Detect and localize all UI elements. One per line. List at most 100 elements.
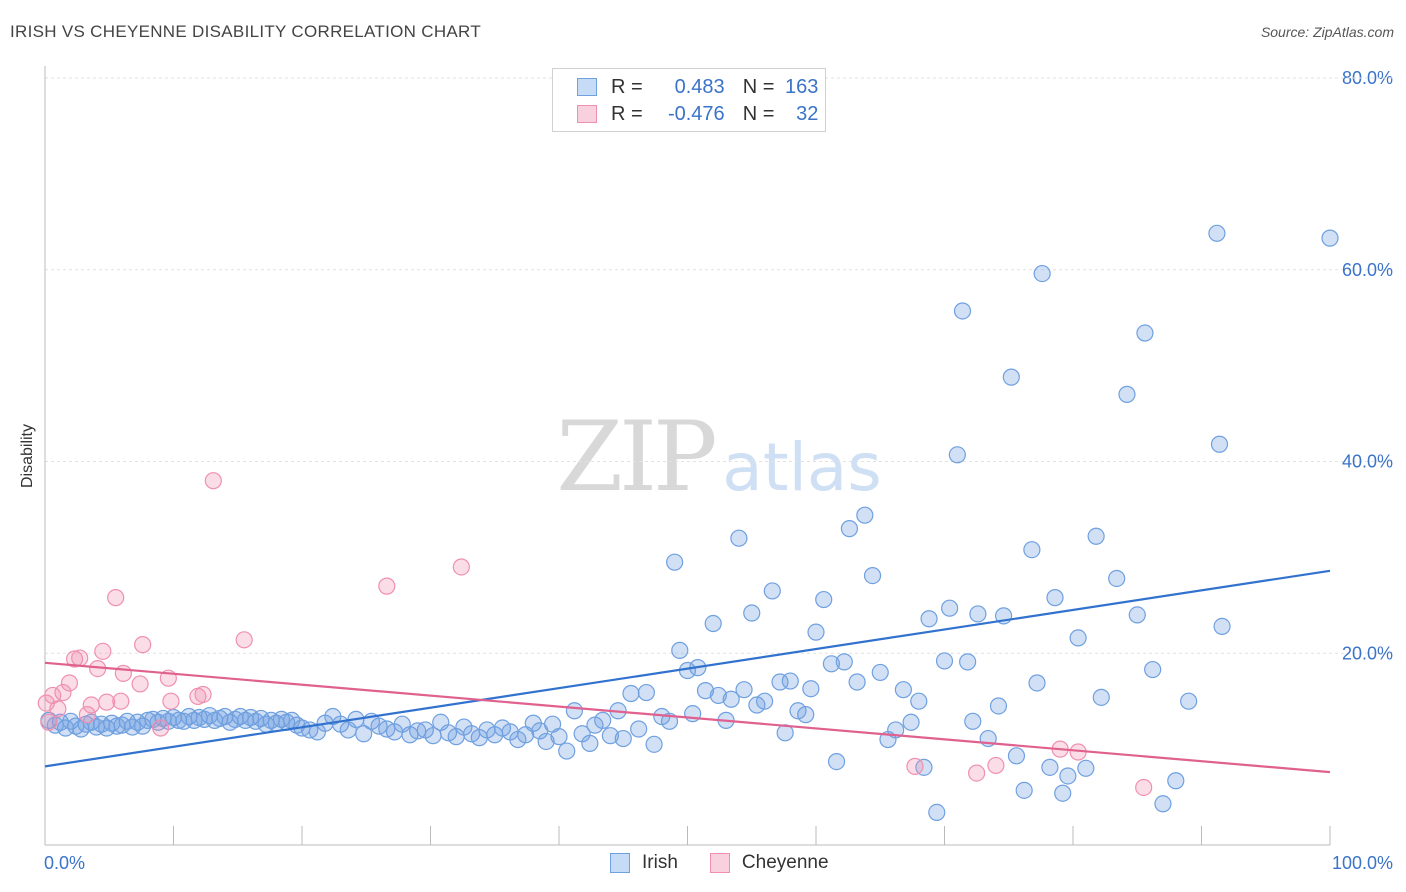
- irish-point: [722, 690, 740, 708]
- series-legend: Irish Cheyenne: [610, 852, 861, 874]
- legend-n-value: 163: [785, 75, 819, 98]
- irish-point: [902, 713, 920, 731]
- irish-point: [666, 553, 684, 571]
- cheyenne-point: [40, 713, 58, 731]
- irish-point: [989, 697, 1008, 715]
- cheyenne-point: [60, 674, 79, 692]
- cheyenne-point: [987, 756, 1005, 775]
- irish-point: [894, 681, 912, 699]
- cheyenne-point: [98, 693, 116, 711]
- irish-point: [439, 724, 458, 742]
- irish-point: [622, 684, 640, 703]
- irish-point: [565, 702, 584, 720]
- irish-point: [815, 590, 833, 609]
- irish-point: [594, 711, 612, 729]
- irish-point: [871, 663, 889, 682]
- irish-point: [856, 506, 874, 524]
- irish-point: [807, 623, 825, 641]
- irish-point: [355, 725, 373, 743]
- legend-item-irish: Irish: [610, 852, 678, 874]
- irish-point: [1054, 784, 1072, 802]
- legend-item-cheyenne: Cheyenne: [709, 852, 829, 874]
- irish-point: [581, 734, 599, 752]
- irish-trend-line: [44, 569, 1331, 768]
- irish-point: [1028, 674, 1046, 692]
- irish-point: [550, 728, 568, 746]
- cheyenne-legend-label: Cheyenne: [741, 852, 829, 873]
- irish-point: [704, 614, 722, 633]
- irish-point: [1154, 795, 1172, 813]
- irish-legend-label: Irish: [642, 852, 678, 873]
- irish-point: [915, 758, 933, 776]
- y-tick-label: 20.0%: [1342, 643, 1393, 663]
- legend-r-value: -0.476: [667, 102, 725, 125]
- irish-point: [1213, 617, 1231, 636]
- legend-row-irish: R = 0.483 N = 163: [577, 75, 818, 99]
- irish-point: [910, 692, 928, 710]
- irish-point: [1321, 229, 1339, 247]
- irish-point: [1069, 629, 1087, 647]
- cheyenne-point: [152, 719, 170, 737]
- irish-point: [953, 302, 972, 320]
- cheyenne-point: [94, 642, 112, 660]
- irish-point: [1015, 781, 1033, 799]
- cheyenne-point: [134, 636, 152, 654]
- x-tick-label-min: 0.0%: [44, 853, 85, 873]
- cheyenne-point: [162, 692, 180, 710]
- irish-point: [781, 672, 799, 690]
- legend-row-cheyenne: R = -0.476 N = 32: [577, 102, 818, 126]
- irish-point: [802, 680, 820, 698]
- cheyenne-point: [49, 700, 67, 718]
- irish-point: [401, 726, 419, 744]
- irish-point: [748, 696, 766, 714]
- cheyenne-point: [235, 631, 253, 649]
- y-tick-label: 40.0%: [1342, 452, 1393, 472]
- irish-point: [1167, 772, 1185, 790]
- irish-point: [941, 599, 959, 617]
- legend-r-label: R =: [611, 75, 643, 98]
- irish-point: [1007, 747, 1026, 765]
- irish-point: [1180, 692, 1198, 710]
- irish-point: [964, 712, 982, 730]
- irish-point: [822, 655, 841, 673]
- cheyenne-point: [378, 577, 396, 595]
- irish-point: [1041, 758, 1059, 776]
- irish-point: [743, 604, 761, 622]
- irish-point: [1046, 589, 1064, 607]
- irish-point: [671, 641, 689, 659]
- irish-point: [969, 605, 987, 623]
- chart-source: Source: ZipAtlas.com: [1260, 24, 1394, 40]
- irish-point: [614, 729, 632, 748]
- irish-point: [1144, 660, 1162, 679]
- irish-point: [709, 686, 727, 705]
- y-tick-label: 60.0%: [1342, 260, 1393, 280]
- legend-r-label: R =: [611, 102, 643, 125]
- irish-point: [1059, 767, 1077, 785]
- irish-point: [735, 681, 753, 699]
- irish-point: [789, 702, 807, 720]
- irish-points: [40, 224, 1339, 822]
- legend-n-label: N =: [742, 102, 775, 125]
- chart-title: IRISH VS CHEYENNE DISABILITY CORRELATION…: [10, 22, 482, 41]
- cheyenne-legend-swatch: [709, 853, 730, 873]
- irish-point: [1108, 569, 1126, 588]
- irish-point: [1077, 759, 1095, 777]
- irish-point: [1136, 324, 1154, 342]
- cheyenne-point: [65, 650, 84, 668]
- cheyenne-point: [54, 683, 72, 702]
- irish-point: [558, 742, 576, 760]
- cheyenne-trend-line: [44, 661, 1331, 774]
- cheyenne-point: [204, 472, 222, 490]
- irish-legend-swatch: [610, 853, 630, 873]
- cheyenne-point: [968, 764, 986, 782]
- irish-point: [1208, 224, 1226, 242]
- irish-point: [827, 752, 846, 771]
- irish-point: [1118, 385, 1136, 403]
- irish-point: [840, 520, 859, 538]
- irish-point: [848, 673, 866, 691]
- stats-legend: R = 0.483 N = 163 R = -0.476 N = 32: [552, 68, 826, 132]
- irish-point: [645, 735, 663, 753]
- irish-point: [948, 446, 966, 464]
- irish-point: [1087, 527, 1105, 545]
